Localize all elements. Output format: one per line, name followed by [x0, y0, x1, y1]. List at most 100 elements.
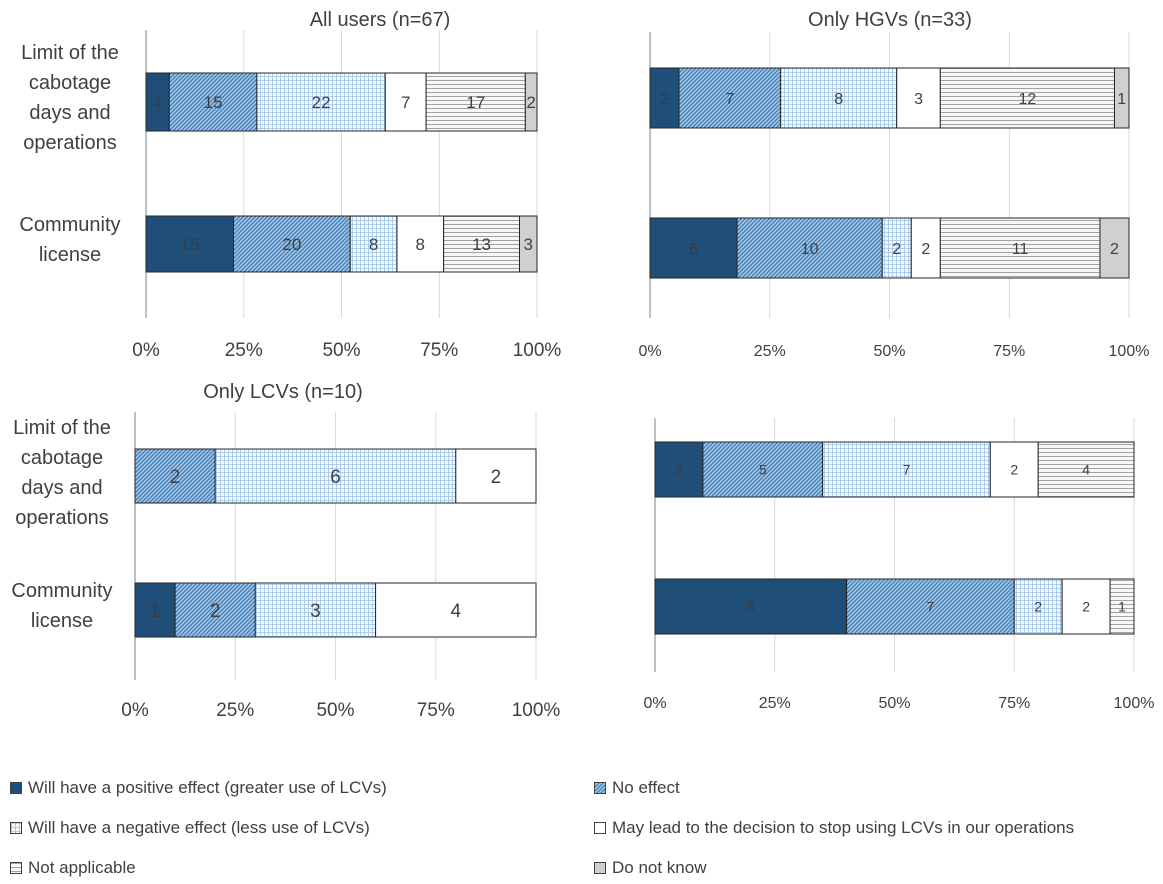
data-label: 2 [921, 241, 930, 258]
tick-label: 25% [216, 700, 254, 721]
chart-title: Only LCVs (n=10) [203, 381, 363, 403]
bar-segment-negative [780, 67, 898, 129]
bar-segment-not-applicable [939, 67, 1115, 129]
data-label: 2 [660, 91, 669, 108]
tick-label: 0% [132, 340, 160, 361]
category-label: license [39, 244, 101, 266]
data-label: 2 [526, 93, 535, 112]
bar-segment-stop [989, 441, 1039, 498]
bar-segment-dont-know [518, 215, 538, 273]
legend-label-no-effect: No effect [612, 778, 680, 797]
data-label: 15 [180, 235, 199, 254]
bar-segment-negative [1013, 578, 1063, 635]
data-label: 10 [801, 241, 819, 258]
data-label: 7 [927, 599, 935, 615]
legend-item-negative: Will have a negative effect (less use of… [10, 818, 370, 838]
legend-swatch-not-applicable [10, 862, 22, 874]
bar-segment-positive [654, 578, 848, 635]
data-label: 2 [491, 467, 502, 488]
bar-segment-not-applicable [1037, 441, 1135, 498]
tick-label: 100% [513, 340, 562, 361]
data-label: 1 [1117, 91, 1126, 108]
category-label: operations [23, 132, 116, 154]
legend-label-negative: Will have a negative effect (less use of… [28, 818, 370, 837]
bar-segment-stop [396, 215, 445, 273]
data-label: 4 [451, 601, 462, 622]
data-label: 1 [1118, 599, 1126, 615]
tick-label: 0% [638, 343, 661, 360]
bar-segment-stop [455, 448, 537, 504]
data-label: 17 [466, 93, 485, 112]
bar-segment-positive [649, 217, 738, 279]
data-label: 6 [689, 241, 698, 258]
tick-label: 50% [322, 340, 360, 361]
legend-item-dont-know: Do not know [594, 858, 707, 878]
chart-grid: All users (n=67)0% 25% 50% 75% 100%Limit of … [11, 9, 1154, 721]
tick-label: 0% [121, 700, 149, 721]
data-label: 7 [725, 91, 734, 108]
bar-segment-negative [349, 215, 398, 273]
data-label: 3 [524, 235, 533, 254]
legend-label-stop: May lead to the decision to stop using L… [612, 818, 1075, 837]
data-label: 2 [1110, 241, 1119, 258]
tick-label: 75% [417, 700, 455, 721]
bar-segment-no-effect [702, 441, 824, 498]
data-label: 8 [747, 599, 755, 615]
data-label: 3 [310, 601, 321, 622]
data-label: 5 [759, 462, 767, 478]
chart-title: All users (n=67) [310, 9, 451, 31]
chart-title: Only HGVs (n=33) [808, 9, 972, 31]
bar-segment-dont-know [1099, 217, 1130, 279]
bar-segment-no-effect [168, 72, 258, 132]
legend-item-no-effect: No effect [594, 778, 680, 798]
bar-segment-negative [214, 448, 457, 504]
legend-item-positive: Will have a positive effect (greater use… [10, 778, 387, 798]
bar-segment-positive [134, 582, 176, 638]
legend-swatch-dont-know [594, 862, 606, 874]
bar-segment-positive [654, 441, 704, 498]
data-label: 1 [150, 601, 161, 622]
bar-segment-negative [256, 72, 386, 132]
data-label: 7 [903, 462, 911, 478]
bar-segment-no-effect [233, 215, 351, 273]
data-label: 13 [472, 235, 491, 254]
legend-label-positive: Will have a positive effect (greater use… [28, 778, 387, 797]
category-label: cabotage [21, 447, 103, 469]
data-label: 2 [1082, 599, 1090, 615]
data-label: 4 [153, 93, 162, 112]
data-label: 11 [1012, 241, 1029, 258]
data-label: 6 [330, 467, 341, 488]
bar-segment-stop [375, 582, 537, 638]
data-label: 2 [210, 601, 221, 622]
data-label: 22 [312, 93, 331, 112]
bar-segment-negative [822, 441, 991, 498]
tick-label: 100% [1114, 695, 1155, 712]
data-label: 4 [1082, 462, 1090, 478]
legend-item-not-applicable: Not applicable [10, 858, 136, 878]
tick-label: 50% [878, 695, 910, 712]
data-label: 2 [1034, 599, 1042, 615]
bar-segment-not-applicable [443, 215, 520, 273]
legend: Will have a positive effect (greater use… [10, 778, 1160, 884]
data-label: 15 [204, 93, 223, 112]
bar-segment-stop [896, 67, 941, 129]
tick-label: 50% [873, 343, 905, 360]
tick-label: 100% [1109, 343, 1150, 360]
tick-label: 75% [993, 343, 1025, 360]
data-label: 2 [675, 462, 683, 478]
category-label: Community [11, 580, 112, 602]
data-label: 8 [834, 91, 843, 108]
category-label: Community [19, 214, 120, 236]
panel-untitled: 0% 25% 50% 75% 100% 2 5 7 2 4 8 7 2 2 1 [643, 418, 1154, 712]
bar-segment-no-effect [678, 67, 782, 129]
legend-swatch-positive [10, 782, 22, 794]
legend-label-not-applicable: Not applicable [28, 858, 136, 877]
bar-segment-stop [910, 217, 941, 279]
legend-label-dont-know: Do not know [612, 858, 707, 877]
legend-swatch-no-effect [594, 782, 606, 794]
category-label: Limit of the [21, 42, 119, 64]
panel-only-lcvs: Only LCVs (n=10) 0% 25% 50% 75% 100% Limit of … [11, 381, 560, 721]
panel-all-users: All users (n=67) 0% 25% 50% 75% 100% Limit of … [19, 9, 561, 361]
category-label: license [31, 610, 93, 632]
category-label: days and [29, 102, 110, 124]
